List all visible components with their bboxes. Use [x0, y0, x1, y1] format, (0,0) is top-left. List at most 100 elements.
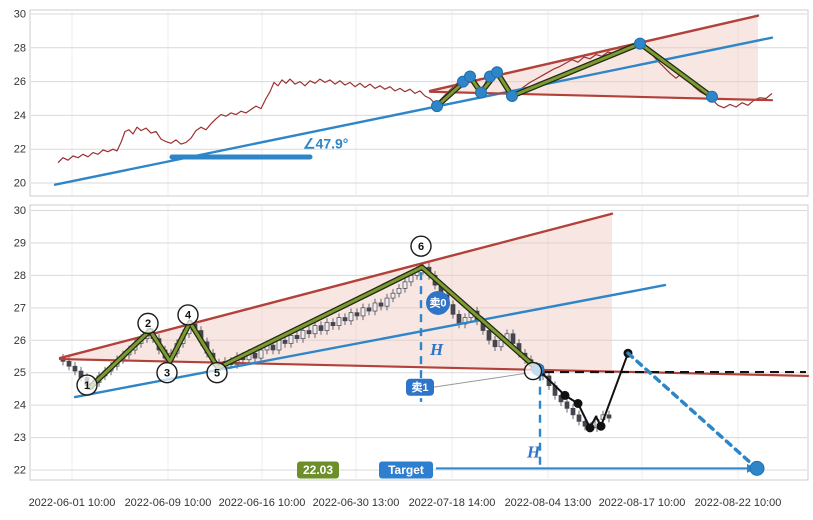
overview-panel: 20 22 24 26 28 30 ∠47.9° — [14, 9, 809, 197]
y-axis-tick-label: 20 — [14, 178, 26, 190]
candle-body — [366, 307, 372, 312]
y-axis-tick-label: 27 — [14, 302, 26, 314]
candle-body — [72, 365, 78, 372]
candle-body — [276, 339, 282, 351]
x-axis-tick-label: 2022-08-22 10:00 — [695, 497, 782, 509]
candle-body — [330, 322, 336, 327]
candle-body — [378, 302, 384, 307]
target-badge-label: Target — [388, 463, 424, 477]
y-axis-tick-label: 26 — [14, 335, 26, 347]
pivot-number: 1 — [84, 380, 90, 392]
x-axis-tick-label: 2022-06-01 10:00 — [29, 497, 116, 509]
price-target-badge-label: 22.03 — [303, 463, 333, 477]
height-label: H — [526, 443, 541, 462]
pivot-number: 5 — [214, 367, 220, 379]
y-axis-tick-label: 28 — [14, 42, 26, 54]
swing-dot[interactable] — [585, 423, 595, 433]
pivot-circle[interactable] — [206, 361, 228, 384]
pivot-circle[interactable] — [76, 374, 98, 396]
sell-marker-label: 卖1 — [411, 380, 428, 394]
pivot-dot[interactable] — [634, 37, 646, 50]
candle-body — [354, 312, 360, 317]
height-label: H — [429, 340, 444, 359]
candle-body — [492, 339, 498, 348]
swing-dot[interactable] — [596, 421, 606, 431]
candle-body — [66, 360, 72, 367]
y-axis-tick-label: 24 — [14, 110, 26, 122]
candle-body — [294, 335, 300, 339]
candle-body — [486, 330, 492, 341]
pivot-dot[interactable] — [491, 66, 503, 79]
sell-marker-label: 卖0 — [429, 296, 446, 310]
candle-body — [312, 325, 318, 335]
candle-body — [348, 312, 354, 322]
y-axis-tick-label: 24 — [14, 400, 26, 412]
y-axis-tick-label: 30 — [14, 9, 26, 21]
candle-body — [252, 352, 258, 359]
y-axis-tick-label: 28 — [14, 270, 26, 282]
y-axis-tick-label: 22 — [14, 144, 26, 156]
pivot-number: 6 — [418, 241, 424, 253]
candle-body — [324, 322, 330, 331]
candle-body — [606, 414, 612, 419]
candle-body — [342, 317, 348, 322]
candle-body — [450, 304, 456, 315]
x-axis-tick-label: 2022-08-17 10:00 — [599, 497, 686, 509]
pivot-dot[interactable] — [506, 89, 518, 102]
candle-body — [564, 401, 570, 409]
panel-background — [29, 9, 809, 197]
pivot-dot[interactable] — [464, 70, 476, 83]
candle-body — [282, 339, 288, 344]
pivot-circle[interactable] — [410, 235, 432, 257]
target-badge[interactable] — [379, 461, 433, 479]
x-axis-tick-label: 2022-06-30 13:00 — [313, 497, 400, 509]
y-axis-tick-label: 29 — [14, 237, 26, 249]
pivot-circle[interactable] — [137, 312, 159, 335]
y-axis-tick-label: 22 — [14, 465, 26, 477]
main-uptrend-line[interactable] — [53, 36, 774, 186]
candle-body — [306, 330, 312, 335]
candle-body — [300, 330, 306, 339]
y-axis-tick-label: 23 — [14, 432, 26, 444]
angle-label: ∠47.9° — [303, 135, 348, 151]
y-axis-tick-label: 30 — [14, 205, 26, 217]
pivot-dot[interactable] — [475, 86, 487, 99]
candle-body — [258, 349, 264, 359]
sell-marker[interactable] — [426, 290, 450, 315]
y-axis-tick-label: 25 — [14, 367, 26, 379]
sell-marker[interactable] — [406, 378, 434, 396]
candle-body — [360, 307, 366, 317]
candle-body — [510, 333, 516, 344]
pivot-dot[interactable] — [706, 90, 718, 103]
x-axis-tick-label: 2022-06-09 10:00 — [125, 497, 212, 509]
pivot-circle[interactable] — [177, 304, 199, 326]
candle-body — [576, 414, 582, 422]
pivot-dot[interactable] — [431, 100, 443, 113]
swing-dot[interactable] — [560, 390, 570, 400]
target-dot[interactable] — [749, 460, 765, 476]
candle-body — [456, 313, 462, 325]
pivot-number: 4 — [185, 310, 192, 322]
y-axis-tick-label: 26 — [14, 76, 26, 88]
x-axis-tick-label: 2022-06-16 10:00 — [219, 497, 306, 509]
candle-body — [318, 325, 324, 331]
candle-body — [336, 317, 342, 327]
x-axis-tick-label: 2022-07-18 14:00 — [409, 497, 496, 509]
price-target-badge[interactable] — [297, 461, 339, 479]
pivot-circle[interactable] — [156, 361, 178, 384]
pivot-circle[interactable] — [523, 361, 543, 381]
target-projection-line[interactable] — [626, 351, 757, 469]
candle-body — [570, 408, 576, 416]
candle-body — [384, 297, 390, 307]
pivot-number: 2 — [145, 318, 151, 330]
candle-body — [288, 335, 294, 344]
candle-body — [270, 344, 276, 351]
candle-body — [372, 302, 378, 312]
candle-body — [396, 288, 402, 294]
x-axis-tick-label: 2022-08-04 13:00 — [505, 497, 592, 509]
pivot-number: 3 — [164, 367, 170, 379]
swing-dot[interactable] — [573, 399, 583, 409]
